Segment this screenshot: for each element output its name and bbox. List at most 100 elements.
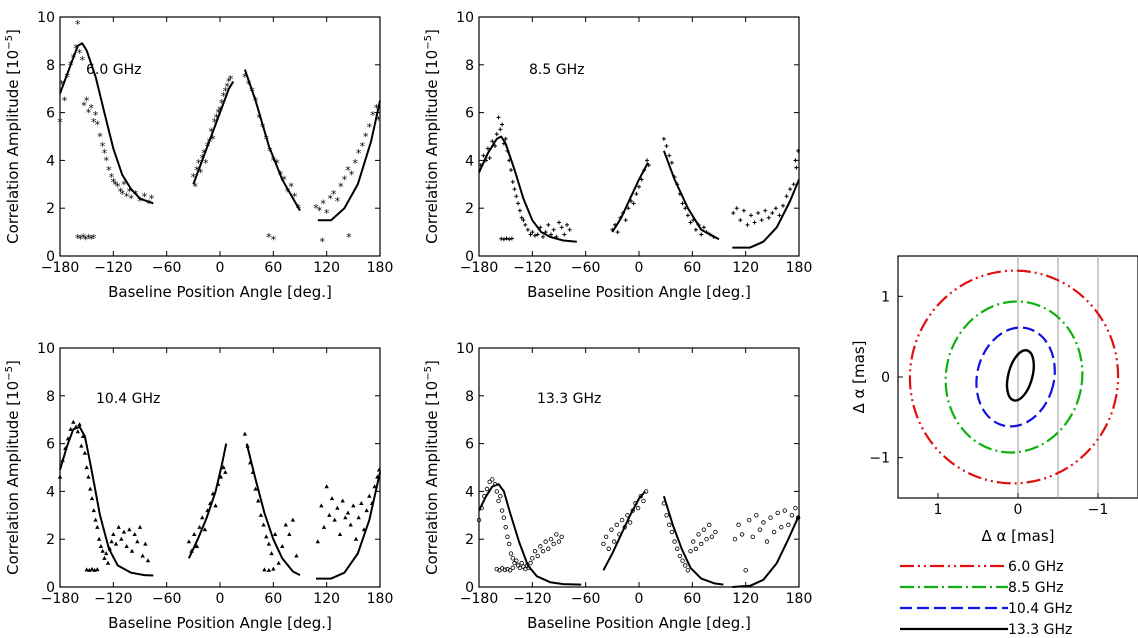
- data-point: [614, 522, 619, 528]
- data-point: *: [81, 99, 87, 112]
- model-curve: [192, 80, 235, 185]
- model-curve: [59, 425, 154, 577]
- data-point: [683, 206, 688, 211]
- x-tick-label: 120: [732, 260, 759, 276]
- data-point: [763, 208, 768, 213]
- data-point: [143, 541, 148, 546]
- frequency-annotation: 13.3 GHz: [537, 391, 601, 407]
- y-tick-label: 8: [46, 389, 55, 405]
- data-point: [502, 567, 507, 572]
- data-point: [256, 498, 261, 503]
- data-point: [116, 524, 121, 529]
- data-point: *: [223, 85, 229, 98]
- data-point: [95, 567, 100, 572]
- data-point: [512, 187, 517, 192]
- y-tick-label: 2: [46, 532, 55, 548]
- data-point: [535, 232, 540, 237]
- model-curve: [602, 490, 646, 571]
- data-point: *: [57, 116, 63, 129]
- data-point: [525, 227, 530, 232]
- data-point: [337, 532, 343, 537]
- data-point: [329, 496, 335, 501]
- data-point: [315, 539, 320, 544]
- data-point: *: [106, 164, 112, 177]
- data-point: [743, 568, 748, 573]
- data-point: [661, 136, 666, 141]
- data-point: [96, 536, 102, 541]
- data-point: [68, 426, 73, 431]
- x-tick-label: 1: [934, 502, 943, 518]
- data-point: [57, 474, 63, 479]
- x-axis-label: Baseline Position Angle [deg.]: [108, 614, 332, 632]
- data-point: [91, 508, 96, 513]
- data-point: [507, 541, 512, 547]
- data-point: [343, 515, 348, 520]
- data-point: [517, 208, 522, 213]
- data-point: [287, 532, 292, 537]
- data-point: *: [86, 107, 92, 120]
- axis-ticks: −180 −120 −60 0 60 120 180 0 2 4 6 8 10: [37, 341, 393, 607]
- data-point: [641, 498, 646, 504]
- data-point: *: [59, 78, 65, 91]
- data-point: [781, 203, 785, 208]
- y-axis-label: Correlation Amplitude [10−5]: [423, 360, 441, 575]
- frequency-annotation: 10.4 GHz: [96, 391, 160, 407]
- data-point: [186, 539, 192, 544]
- contour-60ghz: [908, 269, 1120, 485]
- data-point: [788, 187, 793, 192]
- data-point: *: [327, 193, 333, 206]
- x-tick-label: 0: [635, 591, 644, 607]
- data-point: [340, 498, 345, 503]
- data-point: [121, 529, 127, 534]
- x-tick-label: 180: [786, 260, 813, 276]
- data-point: [631, 201, 636, 206]
- data-point: *: [271, 154, 277, 167]
- data-point: [327, 512, 332, 517]
- data-point: [102, 555, 107, 560]
- data-point: *: [359, 140, 365, 153]
- legend-label-10-4ghz: 10.4 GHz: [1008, 601, 1072, 617]
- x-tick-label: 0: [216, 591, 225, 607]
- data-point: [736, 522, 741, 528]
- data-point: *: [198, 166, 204, 179]
- data-point: [351, 503, 356, 508]
- data-point: [732, 536, 738, 542]
- data-point: [88, 486, 93, 491]
- data-point: [759, 218, 764, 223]
- y-tick-label: 0: [46, 580, 55, 596]
- data-point: [683, 563, 688, 568]
- data-point: [514, 194, 519, 199]
- data-point: [516, 201, 521, 206]
- y-axis-label-close: ]: [4, 360, 22, 366]
- data-point: *: [288, 181, 294, 194]
- data-point: [773, 206, 778, 211]
- data-point: *: [228, 73, 234, 86]
- data-point: [84, 465, 89, 470]
- data-point: *: [292, 190, 298, 203]
- model-curve: [732, 179, 800, 249]
- data-point: [280, 543, 285, 548]
- data-point: [223, 469, 228, 474]
- data-point: *: [80, 231, 86, 244]
- data-point: *: [191, 171, 197, 184]
- data-point: [685, 213, 690, 218]
- x-tick-label: −60: [571, 591, 601, 607]
- data-point: *: [142, 190, 148, 203]
- data-point: [476, 517, 482, 523]
- data-point: *: [256, 111, 262, 124]
- frequency-annotation: 6.0 GHz: [86, 62, 141, 78]
- x-tick-label: −120: [94, 260, 132, 276]
- data-point: [675, 546, 680, 551]
- x-tick-label: −180: [41, 260, 79, 276]
- data-point: [262, 567, 267, 572]
- data-point: [782, 508, 787, 513]
- data-point: *: [320, 197, 326, 210]
- model-curve: [187, 443, 228, 559]
- x-tick-label: 120: [313, 591, 340, 607]
- x-tick-label: 180: [367, 260, 394, 276]
- data-point: [535, 553, 540, 559]
- y-tick-label: 6: [46, 437, 55, 453]
- y-axis-label: Correlation Amplitude [10−5]: [423, 29, 441, 244]
- y-tick-label: 8: [46, 58, 55, 74]
- data-point: [498, 493, 503, 499]
